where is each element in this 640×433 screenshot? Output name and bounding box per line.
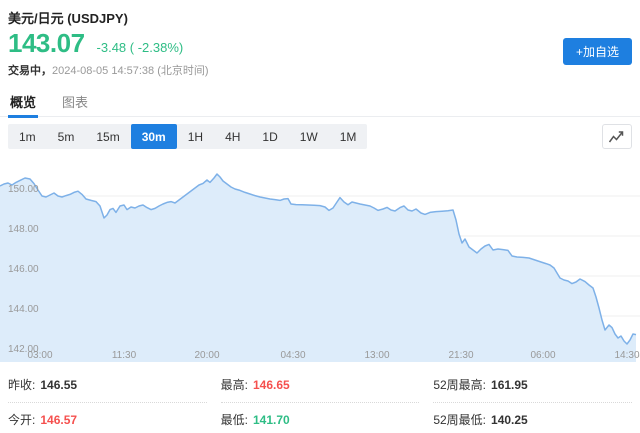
price-line xyxy=(0,173,637,345)
stats-grid: 昨收: 146.55 最高: 146.65 52周最高: 161.95 今开: 146.57 最… xyxy=(0,368,640,433)
trading-status: 交易中， xyxy=(8,65,52,77)
quote-timestamp: 2024-08-05 14:57:38 (北京时间) xyxy=(52,65,209,77)
x-axis-label: 14:30 xyxy=(614,350,639,361)
area-fill xyxy=(0,174,636,362)
y-axis-label: 150.00 xyxy=(8,184,39,195)
last-price: 143.07 xyxy=(8,28,85,58)
stat-label: 52周最低: xyxy=(433,413,487,427)
x-axis-label: 21:30 xyxy=(448,350,473,361)
stat-value: 146.57 xyxy=(40,413,78,427)
tab-overview[interactable]: 概览 xyxy=(8,86,39,118)
timeframe-button-1H[interactable]: 1H xyxy=(177,124,214,149)
x-axis-label: 04:30 xyxy=(280,350,305,361)
timeframe-row: 1m 5m 15m 30m 1H 4H 1D 1W 1M xyxy=(0,124,640,149)
stat-cell: 最低: 141.70 xyxy=(221,403,420,433)
stat-label: 最低: xyxy=(220,413,248,427)
y-axis-label: 142.00 xyxy=(8,344,39,355)
y-axis-label: 144.00 xyxy=(8,304,39,315)
timeframe-button-1M[interactable]: 1M xyxy=(329,124,368,149)
x-axis-label: 13:00 xyxy=(364,350,389,361)
stat-label: 昨收: xyxy=(8,378,36,392)
timeframe-button-1m[interactable]: 1m xyxy=(8,124,47,149)
y-axis-label: 146.00 xyxy=(8,264,39,275)
stat-cell: 昨收: 146.55 xyxy=(8,368,207,403)
price-chart[interactable]: 150.00 148.00 146.00 144.00 142.00 03:00 11:30… xyxy=(0,153,640,362)
page-title: 美元/日元 (USDJPY) xyxy=(8,11,128,26)
y-axis-label: 148.00 xyxy=(8,224,39,235)
chart-type-button[interactable] xyxy=(602,124,632,149)
timeframe-button-1W[interactable]: 1W xyxy=(289,124,329,149)
tab-bar: 概览 图表 xyxy=(0,86,640,118)
price-row: 143.07 -3.48 ( -2.38%) xyxy=(8,28,183,59)
x-axis-label: 03:00 xyxy=(27,350,52,361)
stat-label: 今开: xyxy=(8,413,36,427)
stat-cell: 今开: 146.57 xyxy=(8,403,207,433)
stat-cell: 最高: 146.65 xyxy=(220,368,420,403)
x-axis-label: 06:00 xyxy=(530,350,555,361)
timeframe-button-1D[interactable]: 1D xyxy=(251,124,288,149)
timeframe-button-5m[interactable]: 5m xyxy=(47,124,86,149)
stat-value: 146.65 xyxy=(253,378,290,392)
stat-label: 52周最高: xyxy=(433,378,487,392)
stat-value: 141.70 xyxy=(253,413,290,427)
stat-value: 146.55 xyxy=(40,378,78,392)
x-axis-label: 11:30 xyxy=(112,350,137,361)
add-watchlist-button[interactable]: +加自选 xyxy=(562,38,632,65)
timeframe-button-30m[interactable]: 30m xyxy=(130,124,177,149)
timeframe-bar: 1m 5m 15m 30m 1H 4H 1D 1W 1M xyxy=(8,124,368,149)
stat-value: 161.95 xyxy=(491,378,528,392)
timeframe-button-15m[interactable]: 15m xyxy=(85,124,130,149)
x-axis-label: 20:00 xyxy=(194,350,219,361)
stat-cell: 52周最低: 140.25 xyxy=(433,403,632,433)
stat-label: 最高: xyxy=(220,378,248,392)
price-change: -3.48 ( -2.38%) xyxy=(96,40,184,55)
timeframe-button-4H[interactable]: 4H xyxy=(214,124,251,149)
line-chart-icon xyxy=(608,130,624,142)
trading-status-line: 交易中，2024-08-05 14:57:38 (北京时间) xyxy=(8,62,209,78)
stat-value: 140.25 xyxy=(491,413,528,427)
stat-cell: 52周最高: 161.95 xyxy=(433,368,632,403)
tab-chart[interactable]: 图表 xyxy=(62,95,89,110)
